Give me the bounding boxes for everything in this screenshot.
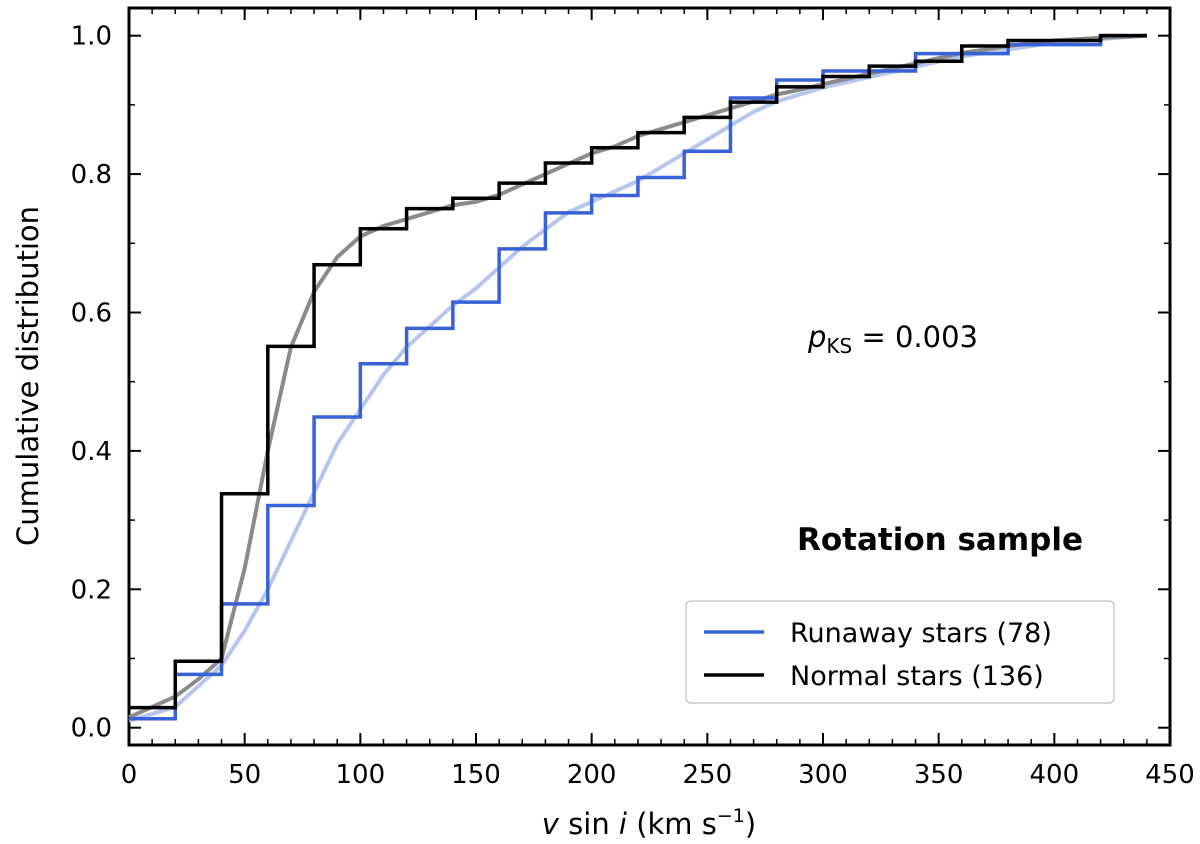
axis-ticks: 0 50 100 150 200 250 300 350 400 450 0.0 0.2 0.4 0.6 0… (71, 8, 1195, 790)
x-axis-label: v sin i (km s−1) (542, 805, 756, 841)
x-axis-label-close: ) (745, 807, 756, 841)
legend-label-normal: Normal stars (136) (790, 661, 1044, 692)
plot-frame (127, 6, 1172, 747)
x-axis-label-sin: sin (559, 807, 619, 841)
ks-annotation-value: = 0.003 (852, 320, 978, 354)
x-tick-label: 350 (914, 760, 964, 790)
x-axis-label-i: i (619, 807, 627, 841)
y-tick-label: 0.4 (71, 437, 112, 467)
series-lines (128, 33, 1148, 723)
chart-title: Rotation sample (797, 522, 1083, 558)
runaway-smooth-line (128, 33, 1148, 723)
x-axis-label-exp: −1 (717, 805, 745, 827)
y-tick-label: 0.8 (71, 160, 112, 190)
normal-step-line (129, 33, 1147, 710)
ks-annotation-var: p (807, 320, 826, 354)
x-tick-label: 300 (798, 760, 848, 790)
x-tick-label: 250 (683, 760, 733, 790)
y-tick-label: 0.6 (71, 298, 112, 328)
x-tick-label: 50 (228, 760, 261, 790)
runaway-step-line (129, 33, 1147, 721)
y-tick-label: 0.2 (71, 575, 112, 605)
x-tick-label: 200 (567, 760, 617, 790)
legend: Runaway stars (78) Normal stars (136) (685, 600, 1115, 704)
x-axis-label-unit: (km s (627, 807, 717, 841)
ks-annotation: pKS = 0.003 (807, 320, 978, 358)
x-tick-label: 100 (336, 760, 386, 790)
x-tick-label: 150 (451, 760, 501, 790)
x-tick-label: 400 (1030, 760, 1080, 790)
x-tick-label: 450 (1145, 760, 1195, 790)
x-tick-label: 0 (121, 760, 138, 790)
legend-label-runaway: Runaway stars (78) (790, 618, 1052, 649)
ks-annotation-sub: KS (826, 334, 852, 358)
legend-box (685, 600, 1115, 704)
y-axis-label: Cumulative distribution (11, 206, 45, 546)
y-tick-label: 1.0 (71, 22, 112, 52)
x-axis-label-v: v (542, 807, 560, 841)
y-tick-label: 0.0 (71, 714, 112, 744)
